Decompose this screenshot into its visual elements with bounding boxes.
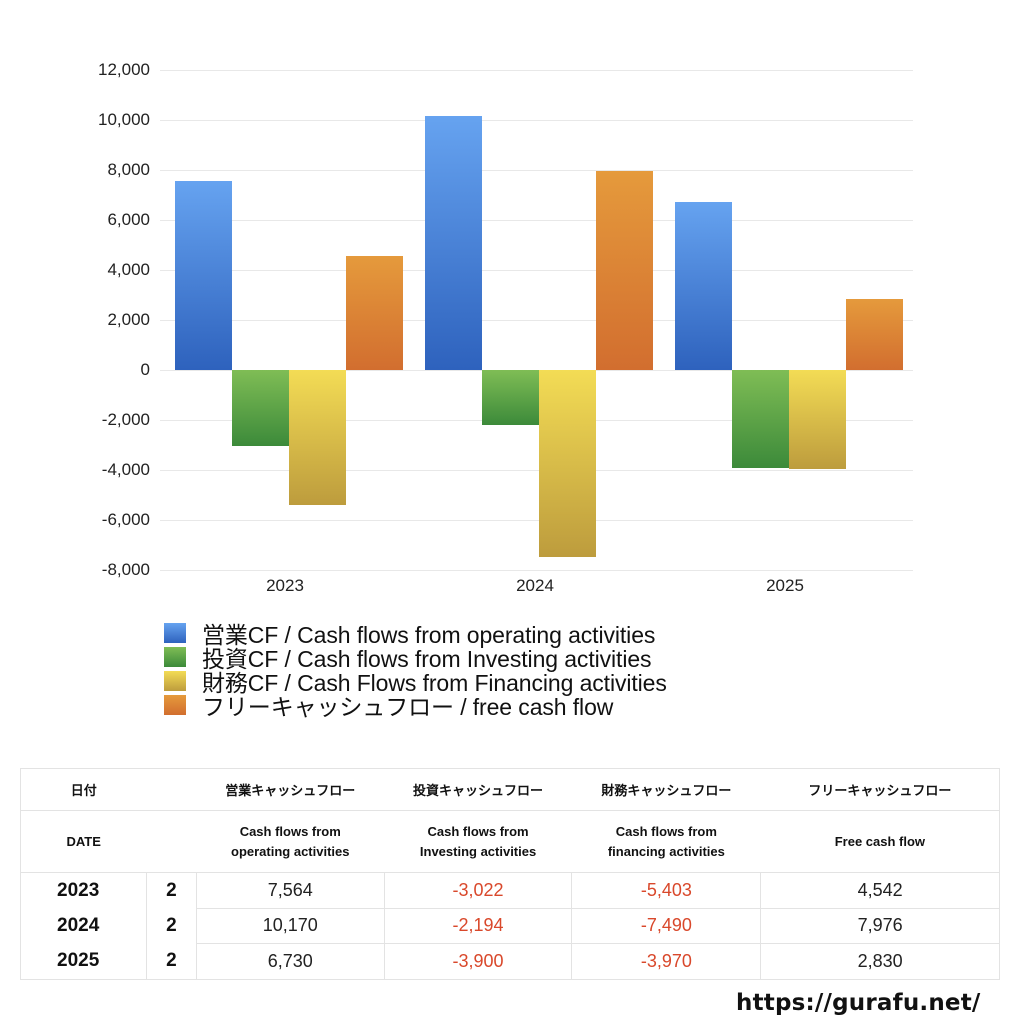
legend-label: 営業CF / Cash flows from operating activit… (202, 622, 656, 648)
gridline (160, 70, 913, 71)
bar-2024-series-3 (596, 170, 653, 370)
y-tick-label: -4,000 (101, 460, 150, 479)
cell-free: 4,542 (760, 872, 1000, 909)
y-tick-label: 0 (140, 360, 150, 379)
header-operating-jp: 営業キャッシュフロー (196, 768, 385, 811)
bar-2025-series-2 (789, 370, 846, 470)
cell-financing: -5,403 (571, 872, 762, 909)
header-blank-jp (146, 768, 197, 811)
gridline (160, 220, 913, 221)
legend-swatch-investing (164, 647, 186, 667)
cell-investing: -2,194 (383, 907, 573, 944)
cell-operating: 6,730 (195, 943, 385, 980)
table-header-en: DATE Cash flows from operating activitie… (20, 810, 1000, 873)
legend-swatch-operating (164, 623, 186, 643)
cell-free: 7,976 (760, 907, 1000, 944)
gridline (160, 120, 913, 121)
cash-flow-bar-chart: 12,000 10,000 8,000 6,000 4,000 2,000 0 -2,000 -… (98, 60, 913, 595)
header-line: Cash flows from (427, 823, 529, 839)
header-date-en: DATE (20, 810, 147, 873)
bar-2023-series-1 (232, 370, 289, 446)
header-line: Cash flows from (239, 823, 341, 839)
header-date-jp: 日付 (20, 768, 147, 811)
cell-year: 2023 (20, 872, 147, 908)
header-line: Cash flows from (615, 823, 717, 839)
legend-swatch-financing (164, 671, 186, 691)
header-financing-en: Cash flows from financing activities (571, 810, 761, 873)
gridline (160, 520, 913, 521)
legend-label: フリーキャッシュフロー / free cash flow (202, 694, 614, 720)
cell-investing: -3,022 (383, 872, 573, 909)
cell-year: 2025 (20, 943, 147, 980)
bar-2025-series-1 (732, 370, 789, 468)
x-tick-label: 2023 (266, 576, 304, 595)
header-free-en: Free cash flow (760, 810, 1000, 873)
cash-flow-table: 日付 営業キャッシュフロー 投資キャッシュフロー 財務キャッシュフロー フリーキ… (20, 768, 1000, 980)
legend-label: 投資CF / Cash flows from Investing activit… (202, 646, 652, 672)
chart-legend: 営業CF / Cash flows from operating activit… (164, 621, 667, 720)
y-tick-label: -6,000 (101, 510, 150, 529)
gridline (160, 270, 913, 271)
header-line: operating activities (231, 843, 350, 859)
gridline (160, 470, 913, 471)
site-url: https://gurafu.net/ (736, 990, 981, 1016)
table-row: 2024 2 10,170 -2,194 -7,490 7,976 (20, 907, 1000, 944)
y-tick-label: 2,000 (107, 310, 150, 329)
legend-item-operating: 営業CF / Cash flows from operating activit… (164, 621, 667, 648)
bar-2023-series-2 (289, 370, 346, 506)
y-tick-label: 4,000 (107, 260, 150, 279)
header-line: Investing activities (419, 843, 537, 859)
legend-label: 財務CF / Cash Flows from Financing activit… (202, 670, 667, 696)
table-header-jp: 日付 営業キャッシュフロー 投資キャッシュフロー 財務キャッシュフロー フリーキ… (20, 768, 1000, 811)
gridline (160, 570, 913, 571)
table-row: 2023 2 7,564 -3,022 -5,403 4,542 (20, 872, 1000, 909)
y-tick-label: -8,000 (101, 560, 150, 579)
cell-operating: 10,170 (195, 907, 385, 944)
header-investing-en: Cash flows from Investing activities (384, 810, 572, 873)
cell-financing: -3,970 (571, 943, 762, 980)
y-tick-label: 12,000 (98, 60, 150, 79)
x-tick-label: 2024 (516, 576, 554, 595)
cell-financing: -7,490 (571, 907, 762, 944)
bar-2023-series-0 (175, 180, 232, 370)
cell-investing: -3,900 (383, 943, 573, 980)
gridline (160, 170, 913, 171)
header-financing-jp: 財務キャッシュフロー (571, 768, 761, 811)
header-operating-en: Cash flows from operating activities (196, 810, 385, 873)
bar-2024-series-2 (539, 370, 596, 558)
bar-2023-series-3 (346, 256, 403, 370)
bar-2025-series-3 (846, 299, 903, 370)
header-line: financing activities (607, 843, 725, 859)
y-tick-label: 8,000 (107, 160, 150, 179)
bar-2025-series-0 (675, 201, 732, 370)
legend-item-free: フリーキャッシュフロー / free cash flow (164, 693, 667, 720)
legend-item-financing: 財務CF / Cash Flows from Financing activit… (164, 669, 667, 696)
header-free-jp: フリーキャッシュフロー (760, 768, 1000, 811)
cell-quarter: 2 (145, 943, 197, 980)
table-row: 2025 2 6,730 -3,900 -3,970 2,830 (20, 943, 1000, 980)
legend-item-investing: 投資CF / Cash flows from Investing activit… (164, 645, 667, 672)
header-investing-jp: 投資キャッシュフロー (384, 768, 572, 811)
cell-quarter: 2 (145, 872, 197, 908)
cell-operating: 7,564 (195, 872, 385, 909)
y-tick-label: 10,000 (98, 110, 150, 129)
cell-free: 2,830 (760, 943, 1000, 980)
header-blank-en (146, 810, 197, 873)
bar-2024-series-1 (482, 370, 539, 425)
cell-year: 2024 (20, 908, 147, 944)
legend-swatch-free (164, 695, 186, 715)
cell-quarter: 2 (145, 908, 197, 944)
y-tick-label: 6,000 (107, 210, 150, 229)
x-tick-label: 2025 (766, 576, 804, 595)
gridline (160, 320, 913, 321)
y-tick-label: -2,000 (101, 410, 150, 429)
bar-2024-series-0 (425, 115, 482, 370)
